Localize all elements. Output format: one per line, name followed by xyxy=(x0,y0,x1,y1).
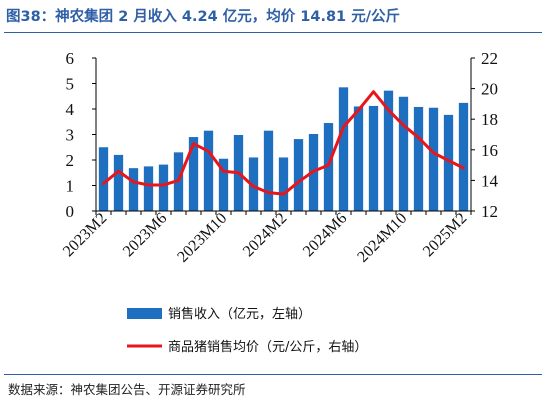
figure-title: 图38：神农集团 2 月收入 4.24 亿元，均价 14.81 元/公斤 xyxy=(6,9,400,25)
bar xyxy=(143,166,154,212)
bar xyxy=(383,90,394,211)
right-axis-tick-label: 16 xyxy=(481,141,498,160)
legend: 销售收入（亿元，左轴） 商品猪销售均价（元/公斤，右轴） xyxy=(127,306,367,355)
bar xyxy=(278,157,289,211)
bar xyxy=(188,137,199,211)
left-axis-tick-label: 5 xyxy=(66,75,75,94)
legend-line-label: 商品猪销售均价（元/公斤，右轴） xyxy=(168,339,367,355)
left-axis-tick-label: 1 xyxy=(66,177,75,196)
bar xyxy=(218,158,229,211)
bar xyxy=(398,96,409,211)
bar xyxy=(323,123,334,211)
x-axis-tick-label: 2024M2 xyxy=(240,210,290,260)
bar xyxy=(353,106,364,211)
x-axis-tick-label: 2024M10 xyxy=(354,210,410,266)
x-axis-tick-label: 2023M10 xyxy=(174,210,230,266)
left-axis-tick-label: 4 xyxy=(66,100,75,119)
right-axis-tick-label: 22 xyxy=(481,49,498,68)
bar xyxy=(413,106,424,211)
bar xyxy=(263,130,274,211)
right-axis-tick-label: 14 xyxy=(481,171,499,190)
right-axis-tick-label: 20 xyxy=(481,80,498,99)
bar xyxy=(458,102,469,211)
legend-bar-swatch xyxy=(127,308,162,319)
bar xyxy=(128,168,139,211)
bar xyxy=(158,164,169,211)
bar xyxy=(113,154,124,211)
x-axis-tick-label: 2023M6 xyxy=(120,210,170,260)
bar xyxy=(428,107,439,211)
bar xyxy=(368,105,379,211)
left-axis-tick-label: 6 xyxy=(66,49,75,68)
left-axis-tick-label: 2 xyxy=(66,151,75,170)
left-axis-tick-label: 3 xyxy=(66,126,75,145)
price-line xyxy=(102,90,465,196)
bar xyxy=(203,130,214,211)
source-note: 数据来源：神农集团公告、开源证券研究所 xyxy=(8,382,246,397)
bar xyxy=(98,147,109,211)
right-axis-tick-label: 18 xyxy=(481,110,498,129)
legend-bar-label: 销售收入（亿元，左轴） xyxy=(168,306,311,322)
bar xyxy=(443,114,454,211)
x-axis-tick-label: 2025M2 xyxy=(420,210,470,260)
title-rule xyxy=(4,32,542,33)
footer-rule xyxy=(4,374,542,375)
bar xyxy=(338,87,349,211)
bar xyxy=(248,157,259,211)
left-axis-tick-label: 0 xyxy=(66,202,75,221)
bar xyxy=(293,139,304,211)
x-axis-tick-label: 2024M6 xyxy=(300,210,350,260)
right-axis-tick-label: 12 xyxy=(481,202,498,221)
